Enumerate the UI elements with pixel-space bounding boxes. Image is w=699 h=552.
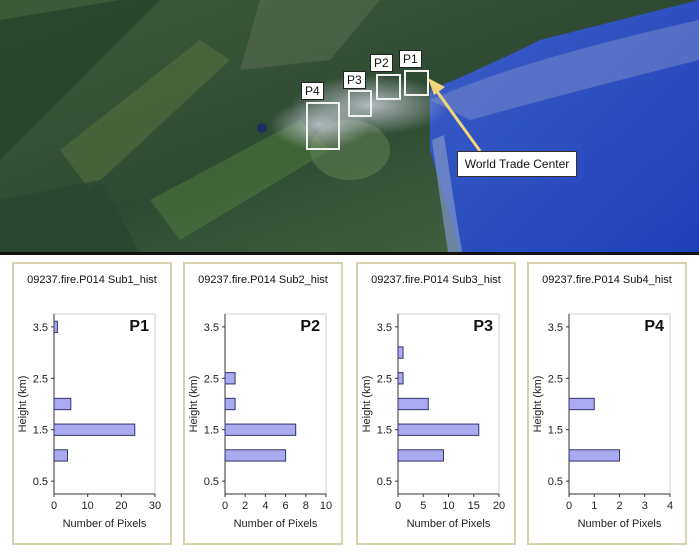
x-tick-label: 2	[616, 500, 622, 512]
x-tick-label: 3	[642, 500, 648, 512]
region-box-p1	[404, 70, 429, 96]
bar	[53, 449, 68, 462]
y-tick-label: 1.5	[204, 425, 219, 437]
bar	[397, 397, 429, 411]
panel-label: P4	[644, 318, 664, 335]
y-tick-label: 0.5	[377, 476, 392, 488]
x-tick-label: 10	[82, 500, 94, 512]
callout-arrow	[428, 78, 482, 152]
region-box-p4	[306, 102, 340, 150]
x-tick-label: 15	[468, 500, 480, 512]
hist-title: 09237.fire.P014 Sub3_hist	[371, 274, 501, 286]
bar	[397, 346, 404, 359]
y-tick-label: 0.5	[548, 476, 563, 488]
hist-title: 09237.fire.P014 Sub2_hist	[198, 274, 328, 286]
hist-title: 09237.fire.P014 Sub1_hist	[27, 274, 157, 286]
x-tick-label: 10	[442, 500, 454, 512]
satellite-image	[0, 0, 699, 252]
x-tick-label: 10	[320, 500, 332, 512]
x-tick-label: 30	[149, 500, 161, 512]
bar	[568, 449, 620, 462]
x-tick-label: 2	[242, 500, 248, 512]
x-axis-label: Number of Pixels	[407, 518, 491, 530]
region-label-p3: P3	[343, 71, 366, 89]
bar	[53, 320, 58, 334]
y-axis-label: Height (km)	[361, 376, 373, 433]
x-tick-label: 4	[262, 500, 268, 512]
x-tick-label: 4	[667, 500, 673, 512]
panel-label: P1	[129, 318, 149, 335]
region-label-p4: P4	[301, 82, 324, 100]
y-axis-label: Height (km)	[188, 376, 200, 433]
x-tick-label: 0	[51, 500, 57, 512]
x-tick-label: 20	[493, 500, 505, 512]
hist-panel-3: 09237.fire.P014 Sub3_hist 0.5 1.5 2.5 3.5 0 5…	[356, 262, 516, 545]
bar	[53, 397, 72, 411]
y-tick-label: 2.5	[33, 373, 48, 385]
x-tick-label: 0	[395, 500, 401, 512]
plot-area	[224, 313, 327, 495]
bar	[224, 423, 297, 436]
x-tick-label: 1	[591, 500, 597, 512]
y-tick-label: 3.5	[377, 322, 392, 334]
wtc-callout: World Trade Center	[457, 151, 577, 177]
x-axis-label: Number of Pixels	[234, 518, 318, 530]
bar	[397, 449, 444, 462]
x-tick-label: 6	[283, 500, 289, 512]
region-label-p2: P2	[370, 54, 393, 72]
y-tick-label: 2.5	[548, 373, 563, 385]
bar	[53, 423, 136, 436]
region-label-p1: P1	[399, 50, 422, 68]
hist-chart-4: 0.5 1.5 2.5 3.5 0 1 2 3 4 Number of Pixels Height …	[532, 313, 673, 530]
region-box-p2	[376, 74, 401, 100]
bar	[397, 423, 480, 436]
y-tick-label: 1.5	[33, 425, 48, 437]
panel-label: P3	[473, 318, 493, 335]
x-tick-label: 0	[222, 500, 228, 512]
bar	[224, 449, 287, 462]
hist-panel-2: 09237.fire.P014 Sub2_hist 0.5 1.5 2.5 3.5 0 2…	[183, 262, 343, 545]
x-tick-label: 20	[115, 500, 127, 512]
hist-panel-1: 09237.fire.P014 Sub1_hist 0.5 1.5 2.5 3.5 0 1…	[12, 262, 172, 545]
y-axis-label: Height (km)	[17, 376, 29, 433]
y-tick-label: 3.5	[204, 322, 219, 334]
x-tick-label: 5	[420, 500, 426, 512]
hist-panel-4: 09237.fire.P014 Sub4_hist 0.5 1.5 2.5 3.5 0 1…	[527, 262, 687, 545]
region-box-p3	[348, 90, 372, 117]
y-tick-label: 3.5	[548, 322, 563, 334]
hist-title: 09237.fire.P014 Sub4_hist	[542, 274, 672, 286]
bar	[397, 372, 404, 385]
y-tick-label: 0.5	[204, 476, 219, 488]
separator	[0, 252, 699, 255]
y-axis-label: Height (km)	[532, 376, 544, 433]
y-tick-label: 1.5	[548, 425, 563, 437]
x-tick-label: 8	[303, 500, 309, 512]
y-tick-label: 3.5	[33, 322, 48, 334]
bar	[224, 397, 236, 411]
y-tick-label: 2.5	[204, 373, 219, 385]
panel-label: P2	[300, 318, 320, 335]
y-tick-label: 1.5	[377, 425, 392, 437]
x-axis-label: Number of Pixels	[63, 518, 147, 530]
y-tick-label: 2.5	[377, 373, 392, 385]
bar	[568, 397, 595, 411]
x-tick-label: 0	[566, 500, 572, 512]
y-tick-label: 0.5	[33, 476, 48, 488]
x-axis-label: Number of Pixels	[578, 518, 662, 530]
bar	[224, 372, 236, 385]
